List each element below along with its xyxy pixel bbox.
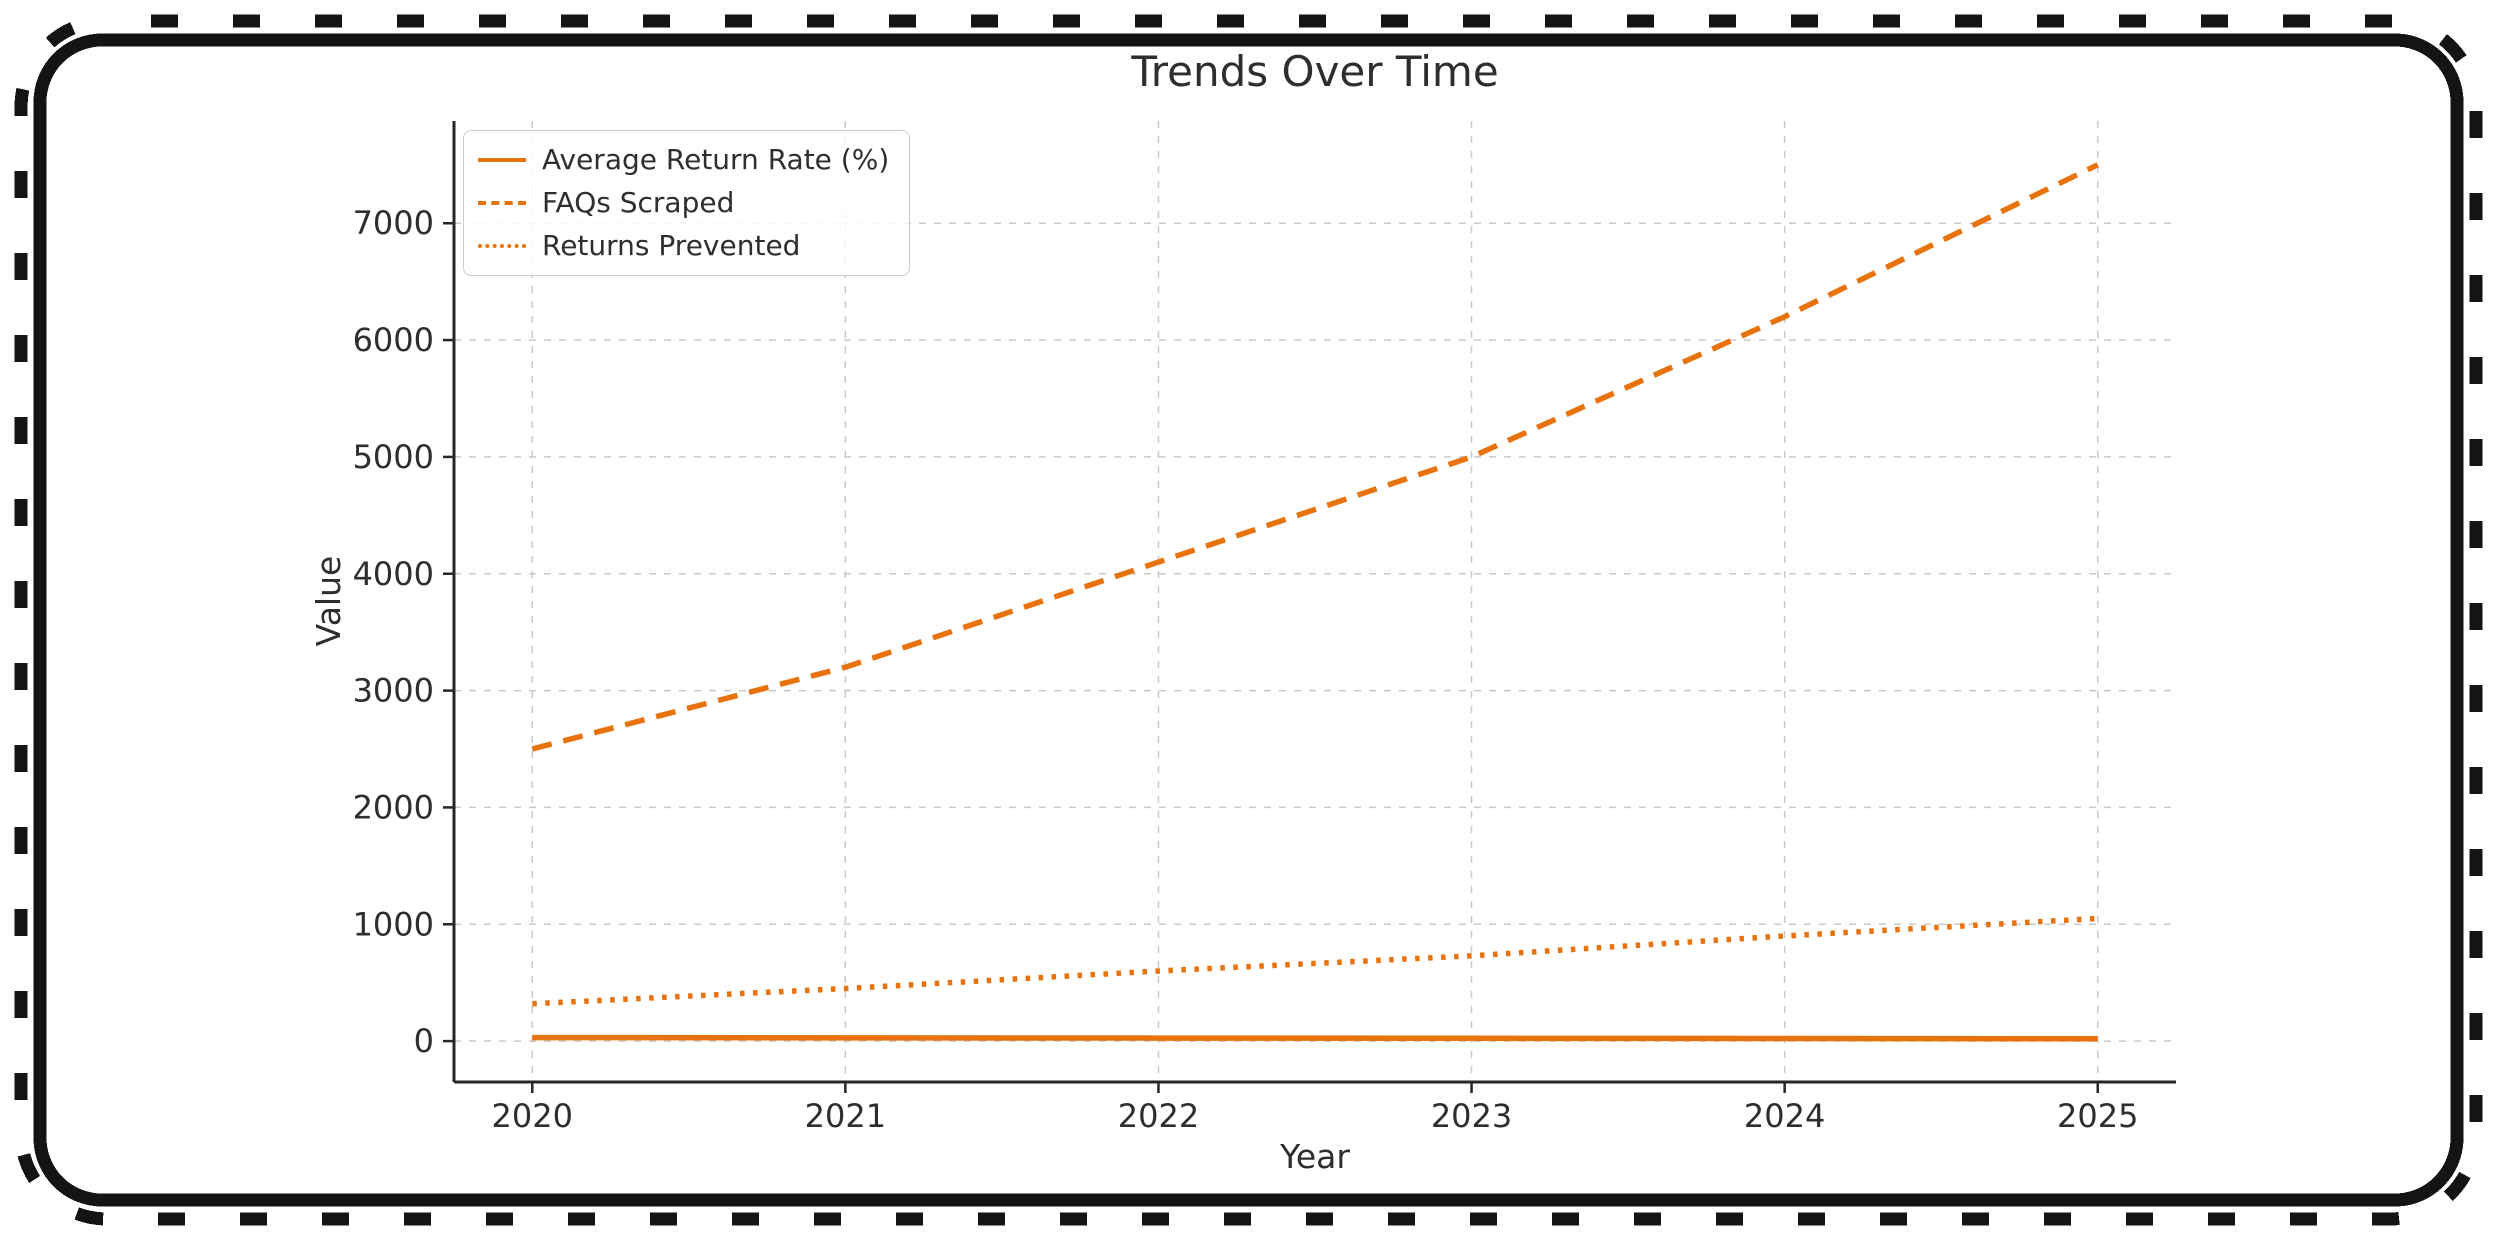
legend-label: Returns Prevented	[542, 229, 801, 262]
y-tick-label: 2000	[353, 788, 434, 826]
x-axis-label: Year	[1279, 1137, 1350, 1176]
legend-line-sample-dashed	[478, 201, 526, 205]
data-series	[531, 162, 2099, 1042]
axes	[452, 121, 2176, 1084]
series-line-dashed	[531, 162, 2099, 752]
series-line-solid	[532, 1034, 2098, 1042]
legend-label: Average Return Rate (%)	[542, 143, 890, 176]
x-tick-label: 2024	[1744, 1097, 1825, 1135]
legend-line-sample-dotted	[478, 244, 526, 248]
tick-marks-and-labels: 2020 2021 2022 2023 2024 2025 0 1000 2000 3000 400…	[353, 204, 2139, 1135]
legend-line-sample-solid	[478, 158, 526, 162]
y-tick-label: 6000	[353, 321, 434, 359]
x-tick-label: 2021	[805, 1097, 886, 1135]
frame-border	[33, 33, 2464, 1207]
x-tick-label: 2022	[1118, 1097, 1199, 1135]
legend-item: FAQs Scraped	[478, 185, 889, 221]
y-tick-label: 4000	[353, 555, 434, 593]
y-tick-label: 0	[414, 1022, 434, 1060]
legend-item: Average Return Rate (%)	[478, 142, 889, 178]
y-tick-label: 1000	[353, 905, 434, 943]
y-axis-label: Value	[309, 556, 348, 647]
y-tick-label: 3000	[353, 672, 434, 710]
y-tick-label: 7000	[353, 204, 434, 242]
legend-label: FAQs Scraped	[542, 186, 735, 219]
x-tick-label: 2023	[1431, 1097, 1512, 1135]
x-tick-label: 2020	[492, 1097, 573, 1135]
chart-title: Trends Over Time	[1130, 47, 1498, 96]
x-tick-label: 2025	[2057, 1097, 2138, 1135]
frame-outer-dashes	[14, 14, 2483, 1226]
series-line-dotted	[532, 915, 2098, 1007]
y-tick-label: 5000	[353, 438, 434, 476]
legend-item: Returns Prevented	[478, 228, 889, 264]
legend: Average Return Rate (%) FAQs Scraped Ret…	[463, 130, 911, 276]
grid-lines	[454, 121, 2176, 1082]
